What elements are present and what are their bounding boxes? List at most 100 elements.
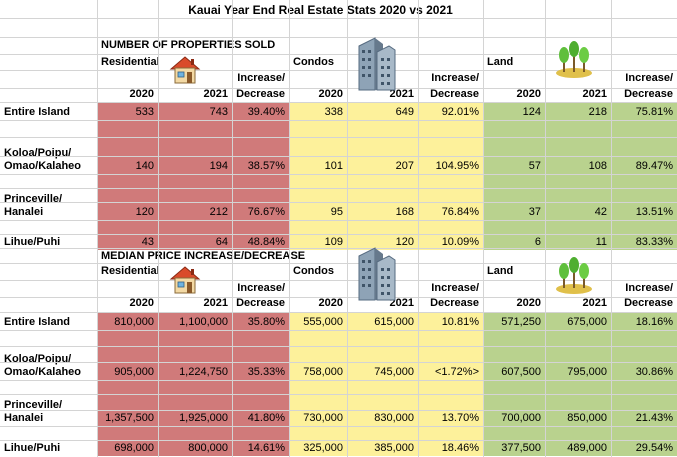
sold-cell[interactable]: 194 [158,120,232,174]
sold-cell[interactable]: 533 [97,102,158,120]
sold-year-a-0[interactable]: 2020 [97,88,158,102]
sold-cell[interactable]: 38.57% [232,120,289,174]
price-cell[interactable]: 18.16% [611,312,677,330]
price-cell[interactable]: 29.54% [611,426,677,456]
price-cell[interactable]: 1,925,000 [158,380,232,426]
price-row-label[interactable]: Lihue/Puhi [0,426,97,456]
sold-cell[interactable]: 10.09% [418,220,483,250]
sold-cell[interactable]: 43 [97,220,158,250]
sold-group-land[interactable]: Land [483,54,545,70]
price-cell[interactable]: 1,357,500 [97,380,158,426]
sold-cell[interactable]: 124 [483,102,545,120]
price-cell[interactable]: 758,000 [289,330,347,380]
sold-cell[interactable]: 649 [347,102,418,120]
sold-cell[interactable]: 95 [289,174,347,220]
price-cell[interactable]: 800,000 [158,426,232,456]
price-cell[interactable]: 730,000 [289,380,347,426]
sold-increase-label-0[interactable]: Increase/ [232,70,289,86]
price-cell[interactable]: 13.70% [418,380,483,426]
sold-cell[interactable]: 140 [97,120,158,174]
sold-year-b-2[interactable]: 2021 [545,88,611,102]
sold-cell[interactable]: 168 [347,174,418,220]
sold-cell[interactable]: 101 [289,120,347,174]
sold-increase-label-1[interactable]: Increase/ [418,70,483,86]
sold-cell[interactable]: 11 [545,220,611,250]
price-year-a-1[interactable]: 2020 [289,297,347,311]
price-cell[interactable]: 18.46% [418,426,483,456]
price-cell[interactable]: 1,100,000 [158,312,232,330]
sold-cell[interactable]: 37 [483,174,545,220]
price-decrease-label-0[interactable]: Decrease [232,297,289,311]
price-cell[interactable]: 555,000 [289,312,347,330]
price-cell[interactable]: 1,224,750 [158,330,232,380]
price-cell[interactable]: 30.86% [611,330,677,380]
price-cell[interactable]: 700,000 [483,380,545,426]
sold-row-label[interactable]: Princeville/Hanalei [0,174,97,220]
sold-year-b-1[interactable]: 2021 [347,88,418,102]
price-group-condos[interactable]: Condos [289,263,347,279]
price-cell[interactable]: 14.61% [232,426,289,456]
sold-row-label[interactable]: Lihue/Puhi [0,220,97,250]
price-cell[interactable]: 489,000 [545,426,611,456]
price-row-label[interactable]: Princeville/Hanalei [0,380,97,426]
price-cell[interactable]: 795,000 [545,330,611,380]
price-increase-label-0[interactable]: Increase/ [232,280,289,296]
price-cell[interactable]: 35.33% [232,330,289,380]
sold-cell[interactable]: 76.67% [232,174,289,220]
sold-cell[interactable]: 83.33% [611,220,677,250]
price-year-a-0[interactable]: 2020 [97,297,158,311]
sold-cell[interactable]: 57 [483,120,545,174]
price-group-residential[interactable]: Residential [97,263,160,279]
sold-row-label[interactable]: Entire Island [0,102,97,120]
sold-cell[interactable]: 743 [158,102,232,120]
price-year-b-0[interactable]: 2021 [158,297,232,311]
price-cell[interactable]: <1.72%> [418,330,483,380]
sold-year-a-2[interactable]: 2020 [483,88,545,102]
sold-heading[interactable]: NUMBER OF PROPERTIES SOLD [97,37,418,53]
sold-cell[interactable]: 6 [483,220,545,250]
sold-cell[interactable]: 64 [158,220,232,250]
price-cell[interactable]: 675,000 [545,312,611,330]
price-cell[interactable]: 905,000 [97,330,158,380]
price-group-land[interactable]: Land [483,263,545,279]
sheet-title[interactable]: Kauai Year End Real Estate Stats 2020 vs… [158,0,483,18]
sold-group-residential[interactable]: Residential [97,54,160,70]
price-increase-label-1[interactable]: Increase/ [418,280,483,296]
sold-cell[interactable]: 104.95% [418,120,483,174]
sold-cell[interactable]: 92.01% [418,102,483,120]
sold-decrease-label-0[interactable]: Decrease [232,88,289,102]
sold-cell[interactable]: 13.51% [611,174,677,220]
sold-cell[interactable]: 39.40% [232,102,289,120]
price-cell[interactable]: 377,500 [483,426,545,456]
price-cell[interactable]: 745,000 [347,330,418,380]
price-cell[interactable]: 10.81% [418,312,483,330]
sold-decrease-label-1[interactable]: Decrease [418,88,483,102]
price-cell[interactable]: 41.80% [232,380,289,426]
price-row-label[interactable]: Koloa/Poipu/Omao/Kalaheo [0,330,97,380]
sold-cell[interactable]: 108 [545,120,611,174]
price-cell[interactable]: 35.80% [232,312,289,330]
sold-cell[interactable]: 89.47% [611,120,677,174]
sold-year-b-0[interactable]: 2021 [158,88,232,102]
price-row-label[interactable]: Entire Island [0,312,97,330]
sold-cell[interactable]: 338 [289,102,347,120]
sold-cell[interactable]: 207 [347,120,418,174]
sold-cell[interactable]: 76.84% [418,174,483,220]
sold-cell[interactable]: 218 [545,102,611,120]
price-decrease-label-1[interactable]: Decrease [418,297,483,311]
price-cell[interactable]: 385,000 [347,426,418,456]
price-cell[interactable]: 571,250 [483,312,545,330]
sold-row-label[interactable]: Koloa/Poipu/Omao/Kalaheo [0,120,97,174]
sold-cell[interactable]: 120 [347,220,418,250]
price-heading[interactable]: MEDIAN PRICE INCREASE/DECREASE [97,248,418,264]
price-year-a-2[interactable]: 2020 [483,297,545,311]
price-cell[interactable]: 615,000 [347,312,418,330]
price-cell[interactable]: 810,000 [97,312,158,330]
sold-cell[interactable]: 109 [289,220,347,250]
price-cell[interactable]: 607,500 [483,330,545,380]
price-cell[interactable]: 21.43% [611,380,677,426]
price-decrease-label-2[interactable]: Decrease [611,297,677,311]
sold-cell[interactable]: 212 [158,174,232,220]
price-cell[interactable]: 325,000 [289,426,347,456]
price-year-b-2[interactable]: 2021 [545,297,611,311]
